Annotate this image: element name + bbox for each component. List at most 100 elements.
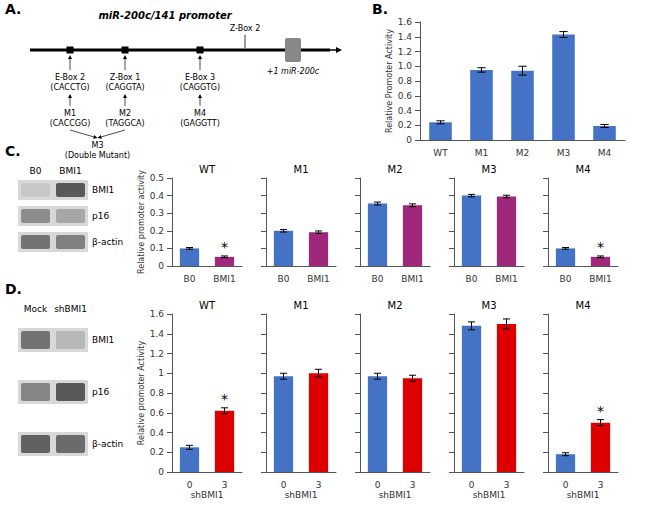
svg-text:*: * <box>597 239 604 255</box>
svg-text:0.1: 0.1 <box>150 243 164 253</box>
svg-text:BMI1: BMI1 <box>213 274 235 284</box>
svg-text:Z-Box 1: Z-Box 1 <box>110 73 140 82</box>
svg-text:1.4: 1.4 <box>150 329 165 339</box>
svg-text:M2: M2 <box>119 109 131 118</box>
svg-text:0: 0 <box>406 135 412 145</box>
svg-text:(CAGGTA): (CAGGTA) <box>105 83 144 92</box>
svg-text:β-actin: β-actin <box>92 237 123 247</box>
svg-text:M3: M3 <box>92 141 104 150</box>
svg-text:0.4: 0.4 <box>150 191 165 201</box>
svg-text:WT: WT <box>199 300 216 311</box>
svg-text:Z-Box 2: Z-Box 2 <box>230 24 260 33</box>
svg-text:0.3: 0.3 <box>150 208 164 218</box>
svg-text:*: * <box>221 239 228 255</box>
svg-text:3: 3 <box>504 480 510 490</box>
svg-text:M3: M3 <box>557 148 571 158</box>
svg-text:M1: M1 <box>294 300 309 311</box>
svg-text:0: 0 <box>158 261 164 271</box>
svg-text:0: 0 <box>469 480 475 490</box>
svg-text:*: * <box>221 391 228 407</box>
svg-text:E-Box 2: E-Box 2 <box>55 73 85 82</box>
svg-text:M4: M4 <box>194 109 206 118</box>
svg-text:B0: B0 <box>560 274 572 284</box>
svg-text:shBMI1: shBMI1 <box>379 490 412 500</box>
svg-text:1.6: 1.6 <box>398 17 413 27</box>
svg-text:E-Box 3: E-Box 3 <box>185 73 215 82</box>
svg-text:p16: p16 <box>92 211 109 221</box>
svg-text:0: 0 <box>158 467 164 477</box>
svg-text:*: * <box>597 403 604 419</box>
svg-text:0: 0 <box>281 480 287 490</box>
svg-text:Relative Promoter Activity: Relative Promoter Activity <box>385 29 394 133</box>
svg-text:shBMI1: shBMI1 <box>54 304 87 314</box>
svg-text:(CAGGTG): (CAGGTG) <box>180 83 220 92</box>
svg-text:(GAGGTT): (GAGGTT) <box>180 119 220 128</box>
svg-text:WT: WT <box>433 148 448 158</box>
svg-text:1.6: 1.6 <box>150 309 165 319</box>
svg-text:p16: p16 <box>92 387 109 397</box>
svg-text:BMI1: BMI1 <box>92 185 114 195</box>
svg-text:M1: M1 <box>64 109 76 118</box>
svg-text:0: 0 <box>375 480 381 490</box>
svg-text:(CACCGG): (CACCGG) <box>50 119 91 128</box>
svg-text:3: 3 <box>316 480 322 490</box>
svg-text:BMI1: BMI1 <box>401 274 423 284</box>
svg-text:0.4: 0.4 <box>398 106 413 116</box>
svg-text:3: 3 <box>598 480 604 490</box>
svg-text:0.2: 0.2 <box>150 447 164 457</box>
svg-text:1.2: 1.2 <box>398 47 412 57</box>
svg-text:B0: B0 <box>278 274 290 284</box>
svg-text:1.4: 1.4 <box>398 32 413 42</box>
svg-text:D.: D. <box>5 281 22 297</box>
svg-text:β-actin: β-actin <box>92 439 123 449</box>
svg-text:0: 0 <box>563 480 569 490</box>
svg-text:0: 0 <box>187 480 193 490</box>
svg-text:+1 miR-200c: +1 miR-200c <box>267 67 320 76</box>
svg-text:1.2: 1.2 <box>150 349 164 359</box>
svg-text:1.0: 1.0 <box>398 61 413 71</box>
svg-text:0.6: 0.6 <box>150 408 165 418</box>
svg-text:shBMI1: shBMI1 <box>191 490 224 500</box>
svg-text:(Double Mutant): (Double Mutant) <box>65 151 130 160</box>
svg-text:M2: M2 <box>516 148 530 158</box>
svg-text:Relative promoter activity: Relative promoter activity <box>137 170 146 274</box>
svg-text:M2: M2 <box>388 300 403 311</box>
svg-text:Relative promoter Activity: Relative promoter Activity <box>137 341 146 446</box>
svg-text:0.2: 0.2 <box>398 120 412 130</box>
svg-text:0.4: 0.4 <box>150 428 165 438</box>
svg-text:M4: M4 <box>576 164 591 175</box>
svg-text:0.2: 0.2 <box>150 226 164 236</box>
svg-text:M1: M1 <box>294 164 309 175</box>
svg-text:BMI1: BMI1 <box>92 335 114 345</box>
svg-text:M1: M1 <box>475 148 489 158</box>
svg-text:BMI1: BMI1 <box>589 274 611 284</box>
svg-text:(CACCTG): (CACCTG) <box>50 83 89 92</box>
svg-text:BMI1: BMI1 <box>59 166 81 176</box>
svg-text:A.: A. <box>5 1 21 17</box>
svg-text:M3: M3 <box>482 300 497 311</box>
svg-text:0.5: 0.5 <box>150 173 164 183</box>
svg-text:miR-200c/141 promoter: miR-200c/141 promoter <box>98 10 232 21</box>
svg-text:B.: B. <box>372 1 388 17</box>
svg-text:M2: M2 <box>388 164 403 175</box>
svg-text:M4: M4 <box>598 148 612 158</box>
svg-text:shBMI1: shBMI1 <box>567 490 600 500</box>
svg-text:0.6: 0.6 <box>398 91 413 101</box>
svg-text:C.: C. <box>5 143 21 159</box>
svg-text:3: 3 <box>410 480 416 490</box>
svg-text:1: 1 <box>158 368 164 378</box>
svg-text:shBMI1: shBMI1 <box>285 490 318 500</box>
svg-text:B0: B0 <box>30 166 42 176</box>
svg-text:3: 3 <box>222 480 228 490</box>
svg-text:M4: M4 <box>576 300 591 311</box>
svg-text:(TAGGCA): (TAGGCA) <box>105 119 144 128</box>
svg-text:B0: B0 <box>466 274 478 284</box>
svg-text:M3: M3 <box>482 164 497 175</box>
svg-text:0.8: 0.8 <box>150 388 165 398</box>
svg-text:BMI1: BMI1 <box>495 274 517 284</box>
svg-text:B0: B0 <box>184 274 196 284</box>
svg-text:Mock: Mock <box>24 304 48 314</box>
svg-text:shBMI1: shBMI1 <box>473 490 506 500</box>
svg-text:BMI1: BMI1 <box>307 274 329 284</box>
svg-text:B0: B0 <box>372 274 384 284</box>
